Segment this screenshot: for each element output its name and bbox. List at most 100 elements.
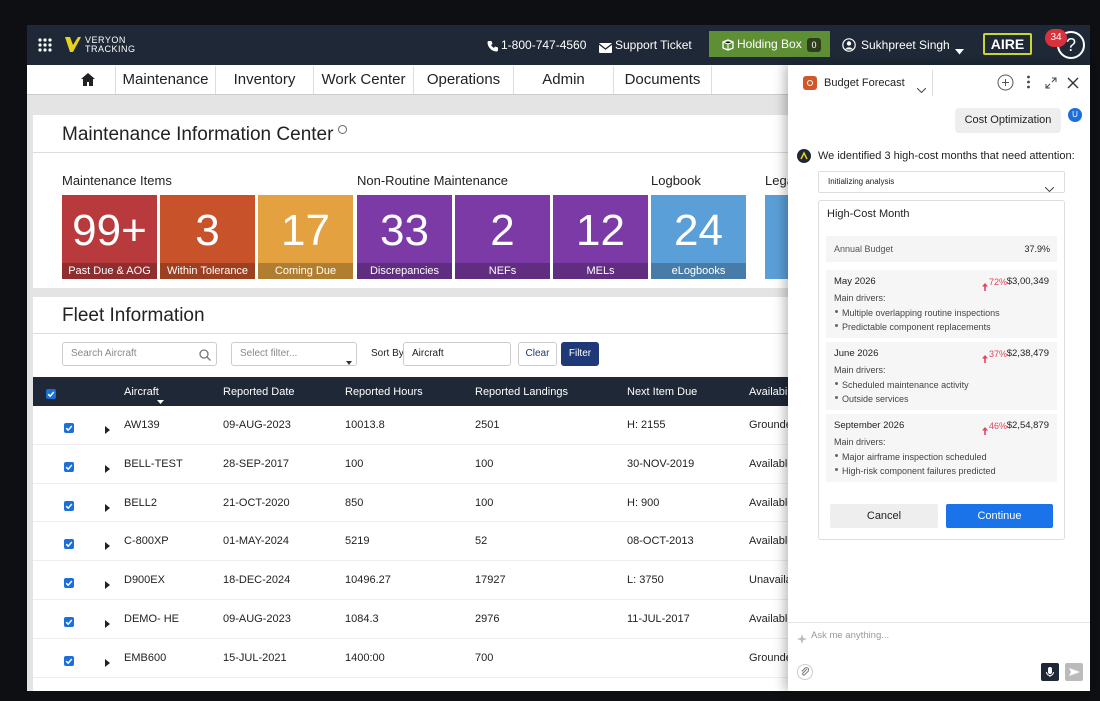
continue-button[interactable]: Continue (946, 504, 1053, 528)
table-cell: 850 (345, 496, 364, 509)
change-arrow (982, 350, 988, 363)
selector-caret[interactable] (916, 80, 927, 94)
home-icon[interactable] (81, 73, 95, 86)
table-row[interactable] (33, 406, 803, 445)
sort-input[interactable] (403, 342, 511, 366)
checkbox[interactable] (46, 386, 56, 399)
filter-select[interactable] (231, 342, 357, 366)
column-header[interactable]: Next Item Due (627, 386, 698, 398)
checkbox[interactable] (64, 614, 74, 627)
status-tile[interactable]: 33 Discrepancies (357, 195, 452, 279)
column-header[interactable]: Aircraft (124, 386, 159, 398)
nav-item[interactable]: Operations (413, 66, 513, 94)
table-row[interactable] (33, 484, 803, 523)
nav-item[interactable]: Admin (513, 66, 613, 94)
table-cell: 08-OCT-2013 (627, 535, 694, 548)
expand-caret-glyph (105, 503, 110, 512)
checkbox[interactable] (64, 459, 74, 472)
status-tile[interactable]: 99+ Past Due & AOG (62, 195, 157, 279)
mic-button[interactable] (1041, 663, 1059, 681)
checkbox[interactable] (64, 653, 74, 666)
table-cell: 01-MAY-2024 (223, 535, 290, 548)
attach-button[interactable] (797, 664, 813, 680)
expand-caret[interactable] (105, 537, 110, 551)
logo-line2: TRACKING (85, 44, 136, 54)
table-cell: 15-JUL-2021 (223, 651, 287, 664)
checkbox-glyph (46, 389, 56, 399)
notification-badge[interactable]: 34 (1045, 29, 1067, 47)
search-input[interactable] (62, 342, 217, 366)
column-header[interactable]: Reported Hours (345, 386, 423, 398)
selector-icon-dot (807, 80, 813, 86)
more-icon[interactable] (1027, 75, 1030, 89)
table-cell: 30-NOV-2019 (627, 457, 695, 470)
table-cell: 2976 (475, 613, 500, 625)
ai-avatar (797, 149, 811, 163)
month-change: 37% (989, 349, 1008, 359)
clear-button[interactable]: Clear (518, 342, 557, 366)
checkbox-glyph (64, 500, 74, 511)
more-icon-glyph (1027, 75, 1030, 89)
sort-value: Aircraft (412, 348, 444, 359)
status-label: Initializing analysis (828, 177, 895, 186)
table-row[interactable] (33, 445, 803, 484)
expand-caret[interactable] (105, 615, 110, 628)
nav-item[interactable]: Documents (613, 66, 712, 94)
new-chat-icon[interactable] (997, 74, 1014, 91)
cancel-button[interactable]: Cancel (830, 504, 938, 528)
chat-input-placeholder[interactable]: Ask me anything... (811, 630, 890, 641)
result-card (818, 200, 1065, 540)
expand-caret[interactable] (105, 499, 110, 512)
table-row[interactable] (33, 600, 803, 639)
checkbox[interactable] (64, 420, 74, 433)
checkbox-glyph (64, 423, 74, 433)
ai-avatar-glyph (797, 149, 811, 163)
close-icon[interactable] (1067, 76, 1079, 89)
send-button[interactable] (1065, 663, 1083, 681)
table-cell: Available (749, 457, 794, 470)
table-cell: 52 (475, 535, 488, 548)
expand-icon[interactable] (1045, 76, 1057, 89)
apps-menu[interactable] (38, 38, 52, 52)
expand-caret[interactable] (105, 460, 110, 473)
user-name[interactable]: Sukhpreet Singh (861, 38, 950, 52)
phone-icon (487, 39, 499, 52)
table-row[interactable] (33, 639, 803, 678)
checkbox[interactable] (64, 536, 74, 550)
status-tile[interactable]: 17 Coming Due (258, 195, 353, 279)
table-cell: 17927 (475, 574, 506, 587)
table-row[interactable] (33, 561, 803, 600)
expand-caret[interactable] (105, 654, 110, 667)
status-tile[interactable]: 2 NEFs (455, 195, 550, 279)
card-divider (33, 333, 803, 334)
sort-arrow (157, 391, 164, 404)
filter-button[interactable]: Filter (561, 342, 599, 366)
phone-number: 1-800-747-4560 (501, 38, 587, 52)
status-tile[interactable]: 24 eLogbooks (651, 195, 746, 279)
user-caret[interactable] (955, 42, 964, 55)
checkbox[interactable] (64, 575, 74, 589)
checkbox[interactable] (64, 498, 74, 511)
status-dropdown[interactable] (818, 171, 1065, 193)
expand-caret-glyph (105, 542, 110, 551)
expand-caret[interactable] (105, 576, 110, 590)
holding-box-label[interactable]: Holding Box (737, 37, 802, 51)
nav-item[interactable]: Maintenance (115, 66, 215, 94)
panel-selector[interactable] (797, 70, 933, 96)
column-header[interactable]: Reported Date (223, 386, 295, 398)
nav-item[interactable]: Work Center (313, 66, 413, 94)
support-ticket[interactable]: Support Ticket (615, 38, 692, 52)
aire-button[interactable]: AIRE (983, 33, 1032, 55)
column-header[interactable]: Reported Landings (475, 386, 568, 398)
table-row[interactable] (33, 522, 803, 562)
sort-arrow-glyph (157, 400, 164, 404)
budget-label: Annual Budget (834, 244, 894, 254)
status-tile[interactable]: 3 Within Tolerance (160, 195, 255, 279)
tile-value: 17 (281, 206, 330, 255)
nav-item[interactable]: Inventory (215, 66, 313, 94)
column-header[interactable]: Availability (749, 386, 801, 398)
sparkle-icon (797, 631, 807, 644)
expand-caret[interactable] (105, 421, 110, 434)
status-tile[interactable]: 12 MELs (553, 195, 648, 279)
fleet-card (33, 297, 803, 691)
